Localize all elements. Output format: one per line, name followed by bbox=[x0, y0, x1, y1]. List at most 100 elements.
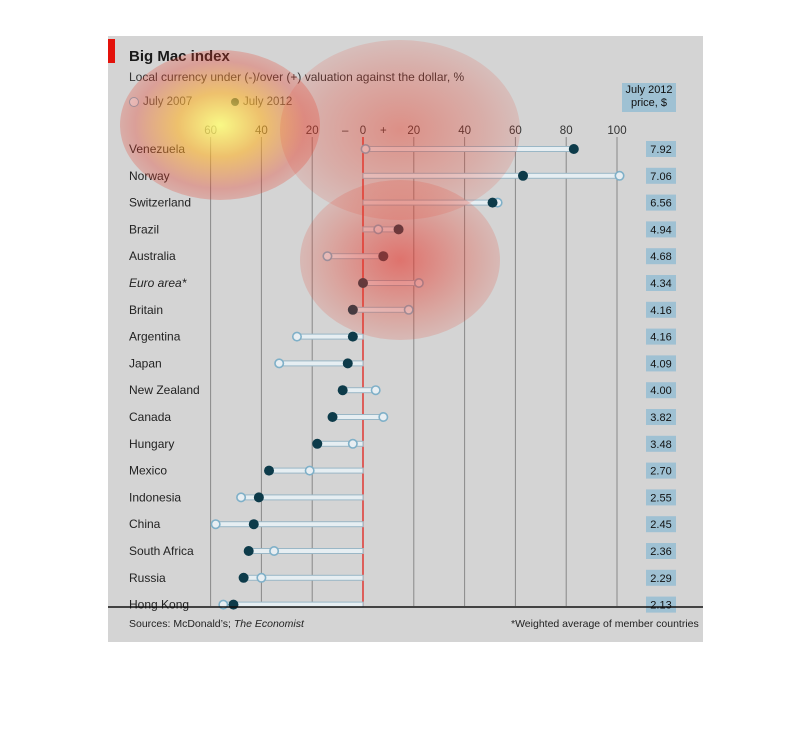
value-range-bar bbox=[326, 253, 384, 260]
marker-2007 bbox=[291, 331, 302, 342]
marker-2007 bbox=[256, 572, 267, 583]
marker-2007 bbox=[403, 304, 414, 315]
price-label: 7.06 bbox=[650, 171, 671, 183]
marker-2012 bbox=[337, 385, 348, 396]
marker-2012 bbox=[358, 278, 368, 288]
price-label: 2.45 bbox=[650, 519, 671, 531]
x-tick-label: – bbox=[342, 125, 349, 137]
price-box bbox=[646, 596, 676, 613]
value-range-bar bbox=[248, 548, 364, 554]
price-label: 4.16 bbox=[650, 305, 671, 317]
title-accent-bar bbox=[108, 39, 115, 63]
country-label: Argentina bbox=[129, 330, 181, 344]
x-tick-label: 80 bbox=[560, 125, 573, 137]
price-box bbox=[646, 167, 676, 184]
value-range-bar bbox=[362, 146, 575, 152]
price-box bbox=[646, 382, 676, 399]
x-tick-label: 60 bbox=[204, 125, 217, 137]
price-header-line1: July 2012 bbox=[625, 84, 673, 96]
price-column-header: July 2012 price, $ bbox=[622, 83, 676, 112]
marker-2007 bbox=[370, 385, 381, 396]
price-label: 2.29 bbox=[650, 573, 671, 585]
x-tick-label: + bbox=[380, 125, 387, 137]
marker-2007 bbox=[210, 519, 221, 530]
marker-2012 bbox=[347, 331, 358, 342]
price-box bbox=[646, 141, 676, 157]
x-tick-label: 60 bbox=[509, 125, 522, 137]
value-range-bar bbox=[268, 467, 364, 474]
marker-2012 bbox=[238, 572, 249, 583]
price-box bbox=[646, 275, 676, 291]
price-label: 4.68 bbox=[650, 251, 671, 263]
price-label: 4.34 bbox=[650, 278, 671, 290]
marker-2007 bbox=[304, 465, 315, 476]
marker-2007 bbox=[413, 277, 424, 288]
x-tick-label: 40 bbox=[458, 125, 471, 137]
price-label: 3.48 bbox=[650, 439, 671, 451]
price-box bbox=[646, 248, 676, 265]
country-label: China bbox=[129, 517, 161, 531]
marker-2007 bbox=[360, 144, 371, 155]
marker-2012 bbox=[248, 519, 259, 530]
price-label: 4.94 bbox=[650, 224, 671, 236]
country-label: Indonesia bbox=[129, 490, 181, 504]
value-range-bar bbox=[362, 199, 499, 206]
marker-2007 bbox=[373, 224, 384, 235]
marker-2012 bbox=[347, 304, 358, 315]
marker-2012 bbox=[253, 492, 264, 503]
country-label: Venezuela bbox=[129, 142, 185, 156]
price-box bbox=[646, 489, 676, 506]
country-label: Switzerland bbox=[129, 196, 191, 210]
sources-publication: The Economist bbox=[233, 618, 304, 630]
marker-2007 bbox=[614, 170, 625, 181]
marker-2012 bbox=[243, 546, 254, 556]
price-box bbox=[646, 194, 676, 211]
country-label: Norway bbox=[129, 169, 170, 183]
price-box bbox=[646, 543, 676, 559]
country-label: Japan bbox=[129, 356, 162, 370]
price-box bbox=[646, 435, 676, 452]
country-label: South Africa bbox=[129, 544, 194, 558]
price-box bbox=[646, 409, 676, 425]
price-label: 7.92 bbox=[650, 144, 671, 156]
price-box bbox=[646, 516, 676, 533]
marker-2012 bbox=[228, 599, 239, 610]
price-header-line2: price, $ bbox=[630, 97, 668, 109]
sources-text: Sources: McDonald’s; bbox=[129, 618, 231, 630]
marker-2012 bbox=[393, 224, 404, 235]
country-label: Euro area* bbox=[129, 276, 187, 290]
x-tick-label: 20 bbox=[407, 125, 420, 137]
country-label: Mexico bbox=[129, 464, 167, 478]
marker-2007 bbox=[322, 251, 333, 262]
price-box bbox=[646, 355, 676, 372]
value-range-bar bbox=[352, 306, 410, 313]
value-range-bar bbox=[215, 521, 364, 528]
x-tick-label: 100 bbox=[607, 125, 626, 137]
x-tick-label: 20 bbox=[306, 125, 319, 137]
x-tick-label: 0 bbox=[360, 125, 366, 137]
value-range-bar bbox=[362, 280, 420, 286]
marker-2012 bbox=[342, 358, 353, 369]
price-label: 2.70 bbox=[650, 466, 671, 478]
price-box bbox=[646, 328, 676, 345]
price-label: 3.82 bbox=[650, 412, 671, 424]
price-label: 2.13 bbox=[650, 600, 671, 612]
price-box bbox=[646, 301, 676, 318]
price-label: 2.36 bbox=[650, 546, 671, 558]
marker-2012 bbox=[264, 465, 275, 476]
marker-2012 bbox=[568, 144, 579, 154]
price-box bbox=[646, 221, 676, 238]
price-label: 4.09 bbox=[650, 358, 671, 370]
country-label: Hungary bbox=[129, 437, 174, 451]
value-range-bar bbox=[332, 414, 384, 420]
footnote: *Weighted average of member countries bbox=[511, 618, 699, 630]
marker-2012 bbox=[327, 412, 338, 422]
marker-2012 bbox=[487, 197, 498, 208]
price-box bbox=[646, 569, 676, 586]
price-box bbox=[646, 462, 676, 479]
price-label: 2.55 bbox=[650, 492, 671, 504]
country-label: Canada bbox=[129, 410, 171, 424]
sources-note: Sources: McDonald’s; The Economist bbox=[129, 618, 304, 630]
marker-2007 bbox=[274, 358, 285, 369]
